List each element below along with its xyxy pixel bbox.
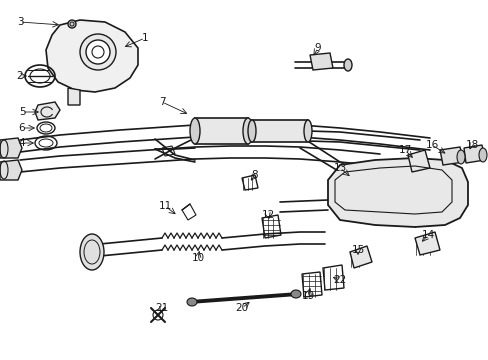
Text: 1: 1 [142, 33, 148, 43]
Polygon shape [414, 232, 439, 255]
Text: 10: 10 [191, 253, 204, 263]
Polygon shape [327, 158, 467, 227]
Text: 8: 8 [251, 170, 258, 180]
Text: 21: 21 [155, 303, 168, 313]
Text: 2: 2 [17, 71, 23, 81]
Text: 13: 13 [333, 163, 346, 173]
Polygon shape [309, 53, 332, 70]
Polygon shape [439, 147, 463, 165]
Text: 16: 16 [425, 140, 438, 150]
Ellipse shape [343, 59, 351, 71]
Polygon shape [349, 246, 371, 268]
Text: 12: 12 [261, 210, 274, 220]
Text: 11: 11 [158, 201, 171, 211]
Polygon shape [46, 20, 138, 92]
Polygon shape [195, 118, 247, 144]
Text: 3: 3 [17, 17, 23, 27]
Text: 5: 5 [19, 107, 25, 117]
Text: 14: 14 [421, 230, 434, 240]
Ellipse shape [456, 150, 464, 164]
Ellipse shape [247, 120, 256, 142]
Ellipse shape [190, 118, 200, 144]
Polygon shape [0, 138, 22, 158]
Text: 6: 6 [19, 123, 25, 133]
Ellipse shape [80, 234, 104, 270]
Polygon shape [251, 120, 307, 142]
Polygon shape [463, 145, 484, 163]
Ellipse shape [186, 298, 197, 306]
Polygon shape [0, 160, 22, 180]
Text: 19: 19 [301, 291, 314, 301]
Text: 7: 7 [159, 97, 165, 107]
Text: 4: 4 [19, 138, 25, 148]
Ellipse shape [304, 120, 311, 142]
Ellipse shape [290, 290, 301, 298]
Circle shape [86, 40, 110, 64]
Polygon shape [407, 150, 429, 172]
Text: 22: 22 [333, 275, 346, 285]
Text: 20: 20 [235, 303, 248, 313]
Ellipse shape [478, 148, 486, 162]
Circle shape [68, 20, 76, 28]
Polygon shape [35, 102, 60, 120]
Polygon shape [68, 88, 80, 105]
Ellipse shape [243, 118, 252, 144]
Text: 9: 9 [314, 43, 321, 53]
Text: 18: 18 [465, 140, 478, 150]
Circle shape [80, 34, 116, 70]
Text: 15: 15 [351, 245, 364, 255]
Text: 17: 17 [398, 145, 411, 155]
